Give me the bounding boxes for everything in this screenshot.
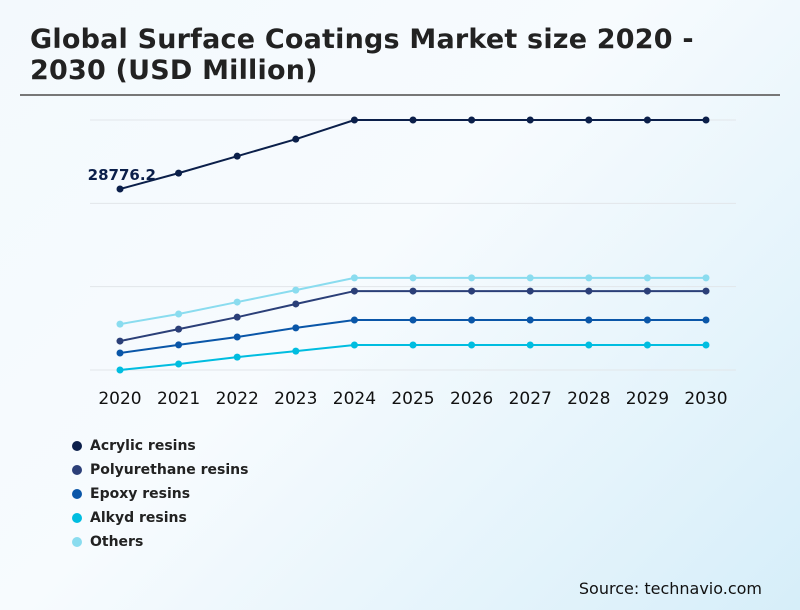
series-line-1: [119, 290, 706, 343]
data-point: [585, 316, 593, 324]
data-point: [175, 341, 183, 349]
data-point: [585, 287, 593, 295]
legend-label: Others: [90, 534, 144, 550]
data-point: [292, 286, 300, 294]
data-point: [468, 316, 476, 324]
data-point: [526, 341, 534, 349]
legend-marker: [72, 537, 82, 547]
data-point: [702, 287, 710, 295]
data-point: [292, 347, 300, 355]
data-point: [585, 341, 593, 349]
data-point: [233, 298, 241, 306]
data-point: [643, 274, 651, 282]
legend-marker: [72, 513, 82, 523]
data-point: [409, 287, 417, 295]
data-point: [175, 325, 183, 333]
data-point: [350, 316, 358, 324]
data-point: [350, 116, 358, 124]
legend-item: Polyurethane resins: [72, 458, 248, 482]
data-point: [233, 353, 241, 361]
data-point: [116, 337, 124, 345]
x-tick-label: 2021: [157, 389, 200, 409]
source-note: Source: technavio.com: [578, 579, 762, 598]
legend-marker: [72, 489, 82, 499]
legend-marker: [72, 441, 82, 451]
data-point: [233, 152, 241, 160]
data-point: [585, 116, 593, 124]
data-point: [175, 169, 183, 177]
data-point: [116, 320, 124, 328]
x-tick-label: 2029: [626, 389, 669, 409]
legend-item: Alkyd resins: [72, 506, 248, 530]
data-point: [643, 287, 651, 295]
data-point: [350, 274, 358, 282]
data-point: [526, 287, 534, 295]
legend-item: Others: [72, 530, 248, 554]
data-point: [409, 116, 417, 124]
data-point: [585, 274, 593, 282]
x-tick-label: 2030: [684, 389, 727, 409]
data-point: [350, 287, 358, 295]
data-point: [233, 333, 241, 341]
legend-label: Acrylic resins: [90, 438, 196, 454]
data-point: [409, 316, 417, 324]
data-point: [409, 341, 417, 349]
data-point: [702, 116, 710, 124]
data-point: [526, 274, 534, 282]
data-point: [702, 274, 710, 282]
data-point: [233, 313, 241, 321]
data-point: [702, 316, 710, 324]
legend-label: Polyurethane resins: [90, 462, 249, 478]
data-point: [350, 341, 358, 349]
data-point: [468, 116, 476, 124]
legend: Acrylic resins Polyurethane resins Epoxy r…: [72, 434, 248, 554]
data-point: [175, 310, 183, 318]
data-point: [526, 116, 534, 124]
data-point: [526, 316, 534, 324]
legend-item: Epoxy resins: [72, 482, 248, 506]
data-point: [643, 341, 651, 349]
data-point: [116, 349, 124, 357]
x-tick-label: 2023: [274, 389, 317, 409]
series-line-0: [119, 119, 706, 190]
legend-item: Acrylic resins: [72, 434, 248, 458]
x-tick-label: 2022: [216, 389, 259, 409]
x-tick-label: 2020: [98, 389, 141, 409]
legend-label: Alkyd resins: [90, 510, 187, 526]
data-point: [702, 341, 710, 349]
legend-label: Epoxy resins: [90, 486, 191, 502]
data-point: [409, 274, 417, 282]
x-tick-label: 2028: [567, 389, 610, 409]
series-line-3: [119, 343, 706, 371]
data-point: [468, 274, 476, 282]
x-tick-label: 2025: [391, 389, 434, 409]
data-point: [175, 360, 183, 368]
data-point: [292, 300, 300, 308]
x-tick-label: 2024: [333, 389, 376, 409]
chart-title: Global Surface Coatings Market size 2020…: [30, 24, 694, 86]
data-point: [468, 341, 476, 349]
data-point: [116, 185, 124, 193]
data-label: 28776.2: [88, 166, 156, 184]
title-divider: [20, 94, 780, 96]
data-point: [292, 135, 300, 143]
data-point: [468, 287, 476, 295]
legend-marker: [72, 465, 82, 475]
x-tick-label: 2027: [509, 389, 552, 409]
x-tick-label: 2026: [450, 389, 493, 409]
data-point: [643, 316, 651, 324]
data-point: [292, 324, 300, 332]
data-point: [116, 366, 124, 374]
data-point: [643, 116, 651, 124]
